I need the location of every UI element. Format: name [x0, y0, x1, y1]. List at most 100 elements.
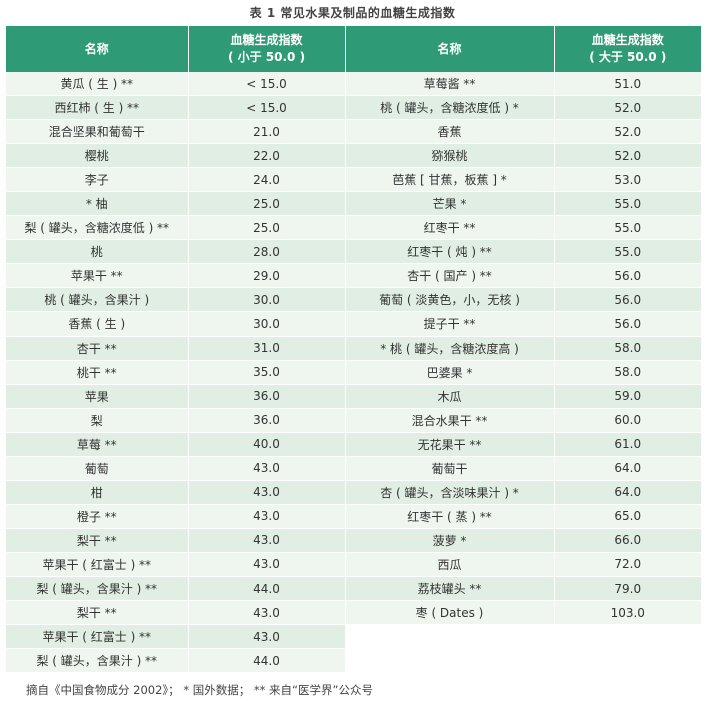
food-name-cell-right: 草莓酱 ** [345, 72, 555, 97]
table-body: 黄瓜 ( 生 ) ** < 15.0 草莓酱 ** 51.0 西红柿 ( 生 ) ** <… [6, 72, 701, 674]
food-name-cell-left: 草莓 ** [6, 432, 189, 457]
food-name-cell-left: 苹果干 ** [6, 263, 189, 289]
table-row: 香蕉 ( 生 ) 30.0 提子干 ** 56.0 [6, 311, 701, 337]
gi-value-cell-right: 51.0 [554, 72, 701, 97]
gi-value-cell-right: 55.0 [554, 239, 701, 265]
gi-value-cell-right: 55.0 [554, 191, 701, 217]
header-gi-left: 血糖生成指数 ( 小于 50.0 ) [188, 26, 346, 72]
food-name-cell-left: 梨 ( 罐头，含果汁 ) ** [6, 648, 189, 674]
gi-value-cell-right: 65.0 [554, 504, 701, 529]
food-name-cell-right: 荔枝罐头 ** [345, 576, 555, 602]
food-name-cell-left: 桃 ( 罐头，含果汁 ) [6, 287, 189, 313]
gi-value-cell-right: 58.0 [554, 360, 701, 385]
table-row: 桃 28.0 红枣干 ( 炖 ) ** 55.0 [6, 239, 701, 265]
table-row: 草莓 ** 40.0 无花果干 ** 61.0 [6, 432, 701, 457]
food-name-cell-left: 桃 [6, 239, 189, 265]
food-name-cell-right: 香蕉 [345, 119, 555, 145]
food-name-cell-left: 梨干 ** [6, 600, 189, 626]
table-title: 表 1 常见水果及制品的血糖生成指数 [249, 6, 456, 20]
food-name-cell-right: 芭蕉 [ 甘蕉，板蕉 ] * [345, 167, 555, 193]
gi-value-cell-left: 22.0 [188, 143, 346, 169]
food-name-cell-left: 橙子 ** [6, 504, 189, 529]
gi-value-cell-left: 29.0 [188, 263, 346, 289]
food-name-cell-left: 梨 ( 罐头，含糖浓度低 ) ** [6, 215, 189, 241]
food-name-cell-right: 枣 ( Dates ) [345, 600, 555, 626]
table-row: 梨干 ** 43.0 枣 ( Dates ) 103.0 [6, 600, 701, 626]
food-name-cell-left: 西红柿 ( 生 ) ** [6, 95, 189, 121]
table-row: 梨 ( 罐头，含糖浓度低 ) ** 25.0 红枣干 ** 55.0 [6, 215, 701, 241]
food-name-cell-right: 菠萝 * [345, 528, 555, 553]
gi-value-cell-left: 21.0 [188, 119, 346, 145]
gi-value-cell-left: 25.0 [188, 191, 346, 217]
table-row: 苹果干 ( 红富士 ) ** 43.0 [6, 624, 701, 650]
food-name-cell-left: 桃干 ** [6, 360, 189, 385]
gi-value-cell-left: 44.0 [188, 576, 346, 602]
table-row: 梨 36.0 混合水果干 ** 60.0 [6, 408, 701, 433]
gi-value-cell-right: 56.0 [554, 263, 701, 289]
gi-value-cell-right: 64.0 [554, 480, 701, 505]
table-header-row: 名称 血糖生成指数 ( 小于 50.0 ) 名称 血糖生成指数 ( 大于 50.… [6, 26, 701, 72]
food-name-cell-right: 葡萄干 [345, 456, 555, 481]
glycemic-index-table: 名称 血糖生成指数 ( 小于 50.0 ) 名称 血糖生成指数 ( 大于 50.… [6, 26, 701, 674]
food-name-cell-right: 杏干 ( 国产 ) ** [345, 263, 555, 289]
food-name-cell-left: 黄瓜 ( 生 ) ** [6, 72, 189, 97]
gi-value-cell-right: 53.0 [554, 167, 701, 193]
gi-value-cell-right: 61.0 [554, 432, 701, 457]
food-name-cell-right [345, 648, 555, 674]
gi-value-cell-left: 35.0 [188, 360, 346, 385]
gi-value-cell-right [554, 624, 701, 650]
gi-value-cell-left: 43.0 [188, 528, 346, 553]
food-name-cell-right [345, 624, 555, 650]
gi-value-cell-right [554, 648, 701, 674]
table-row: 杏干 ** 31.0 * 桃 ( 罐头，含糖浓度高 ) 58.0 [6, 336, 701, 361]
table-row: 柑 43.0 杏 ( 罐头，含淡味果汁 ) * 64.0 [6, 480, 701, 505]
table-row: * 柚 25.0 芒果 * 55.0 [6, 191, 701, 217]
header-label: 名称 [437, 41, 462, 56]
gi-value-cell-left: 43.0 [188, 504, 346, 529]
food-name-cell-right: 红枣干 ( 蒸 ) ** [345, 504, 555, 529]
table-row: 桃 ( 罐头，含果汁 ) 30.0 葡萄 ( 淡黄色，小，无核 ) 56.0 [6, 287, 701, 313]
food-name-cell-left: 李子 [6, 167, 189, 193]
table-row: 桃干 ** 35.0 巴婆果 * 58.0 [6, 360, 701, 385]
food-name-cell-left: 苹果干 ( 红富士 ) ** [6, 552, 189, 577]
gi-value-cell-left: 43.0 [188, 456, 346, 481]
gi-value-cell-right: 72.0 [554, 552, 701, 577]
gi-value-cell-left: 30.0 [188, 287, 346, 313]
food-name-cell-right: 混合水果干 ** [345, 408, 555, 433]
food-name-cell-right: 红枣干 ** [345, 215, 555, 241]
header-label: 名称 [84, 41, 109, 56]
gi-value-cell-right: 56.0 [554, 287, 701, 313]
food-name-cell-left: 梨 ( 罐头，含果汁 ) ** [6, 576, 189, 602]
food-name-cell-right: 葡萄 ( 淡黄色，小，无核 ) [345, 287, 555, 313]
gi-value-cell-left: < 15.0 [188, 95, 346, 121]
gi-value-cell-right: 60.0 [554, 408, 701, 433]
table-row: 梨 ( 罐头，含果汁 ) ** 44.0 荔枝罐头 ** 79.0 [6, 576, 701, 602]
food-name-cell-left: 樱桃 [6, 143, 189, 169]
table-row: 梨 ( 罐头，含果汁 ) ** 44.0 [6, 648, 701, 674]
gi-value-cell-left: 43.0 [188, 552, 346, 577]
table-row: 苹果干 ** 29.0 杏干 ( 国产 ) ** 56.0 [6, 263, 701, 289]
food-name-cell-left: 梨 [6, 408, 189, 433]
gi-value-cell-right: 52.0 [554, 95, 701, 121]
table-row: 混合坚果和葡萄干 21.0 香蕉 52.0 [6, 119, 701, 145]
food-name-cell-left: 梨干 ** [6, 528, 189, 553]
gi-value-cell-left: 30.0 [188, 311, 346, 337]
gi-value-cell-right: 64.0 [554, 456, 701, 481]
gi-value-cell-left: 25.0 [188, 215, 346, 241]
food-name-cell-left: 苹果 [6, 384, 189, 409]
food-name-cell-right: 猕猴桃 [345, 143, 555, 169]
table-row: 橙子 ** 43.0 红枣干 ( 蒸 ) ** 65.0 [6, 504, 701, 529]
gi-value-cell-left: 28.0 [188, 239, 346, 265]
table-row: 苹果干 ( 红富士 ) ** 43.0 西瓜 72.0 [6, 552, 701, 577]
gi-value-cell-right: 52.0 [554, 119, 701, 145]
header-gi-right-line1: 血糖生成指数 [591, 33, 664, 47]
food-name-cell-right: 提子干 ** [345, 311, 555, 337]
food-name-cell-right: 巴婆果 * [345, 360, 555, 385]
food-name-cell-left: 葡萄 [6, 456, 189, 481]
header-gi-right: 血糖生成指数 ( 大于 50.0 ) [554, 26, 701, 72]
table-row: 西红柿 ( 生 ) ** < 15.0 桃 ( 罐头，含糖浓度低 ) * 52.0 [6, 95, 701, 121]
table-row: 苹果 36.0 木瓜 59.0 [6, 384, 701, 409]
gi-value-cell-left: 40.0 [188, 432, 346, 457]
food-name-cell-left: * 柚 [6, 191, 189, 217]
